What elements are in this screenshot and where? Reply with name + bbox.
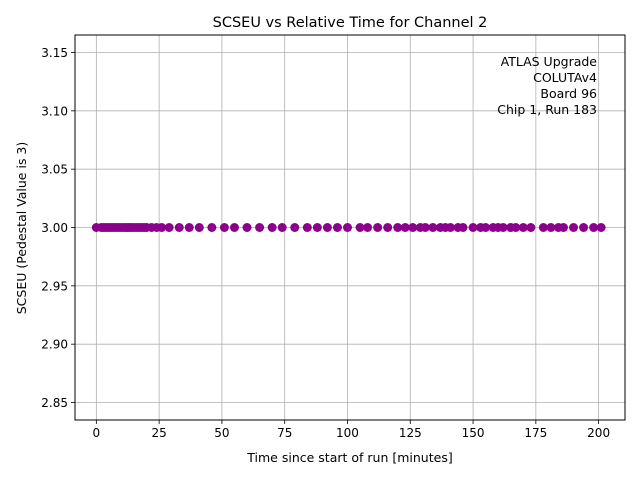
data-point <box>420 223 430 232</box>
data-point <box>400 223 410 232</box>
data-point <box>408 223 418 232</box>
data-point <box>558 223 568 232</box>
data-point <box>596 223 606 232</box>
y-tick-label: 2.90 <box>41 338 68 352</box>
data-point <box>511 223 521 232</box>
data-point <box>458 223 468 232</box>
data-point <box>207 223 217 232</box>
scatter-points <box>91 223 606 232</box>
x-tick-label: 25 <box>151 426 166 440</box>
x-tick-label: 50 <box>214 426 229 440</box>
data-point <box>363 223 373 232</box>
data-point <box>290 223 300 232</box>
data-point <box>229 223 239 232</box>
data-point <box>322 223 332 232</box>
data-point <box>302 223 312 232</box>
data-point <box>219 223 229 232</box>
y-tick-label: 2.95 <box>41 279 68 293</box>
data-point <box>255 223 265 232</box>
data-point <box>445 223 455 232</box>
x-axis-ticks: 0 25 50 75 100 125 150 175 200 <box>93 420 610 440</box>
x-tick-label: 150 <box>462 426 485 440</box>
data-point <box>589 223 599 232</box>
data-point <box>428 223 438 232</box>
data-point <box>184 223 194 232</box>
data-point <box>498 223 508 232</box>
y-axis-ticks: 2.85 2.90 2.95 3.00 3.05 3.10 3.15 <box>41 46 75 410</box>
data-point <box>481 223 491 232</box>
data-point <box>373 223 383 232</box>
data-point <box>383 223 393 232</box>
data-point <box>157 223 167 232</box>
annotation-line-2: COLUTAv4 <box>533 70 597 85</box>
data-point <box>267 223 277 232</box>
data-point <box>538 223 548 232</box>
data-point <box>312 223 322 232</box>
data-point <box>164 223 174 232</box>
data-point <box>569 223 579 232</box>
data-point <box>355 223 365 232</box>
y-tick-label: 3.15 <box>41 46 68 60</box>
x-tick-label: 125 <box>399 426 422 440</box>
annotation-line-3: Board 96 <box>540 86 597 101</box>
x-tick-label: 175 <box>524 426 547 440</box>
x-tick-label: 0 <box>93 426 101 440</box>
data-point <box>174 223 184 232</box>
x-tick-label: 200 <box>587 426 610 440</box>
data-point <box>468 223 478 232</box>
data-point <box>393 223 403 232</box>
annotation-line-4: Chip 1, Run 183 <box>497 102 597 117</box>
data-point <box>526 223 536 232</box>
data-point <box>546 223 556 232</box>
y-axis-label: SCSEU (Pedestal Value is 3) <box>14 142 29 315</box>
data-point <box>277 223 287 232</box>
x-axis-label: Time since start of run [minutes] <box>246 450 452 465</box>
data-point <box>518 223 528 232</box>
y-tick-label: 3.05 <box>41 163 68 177</box>
data-point <box>242 223 252 232</box>
annotation-line-1: ATLAS Upgrade <box>501 54 598 69</box>
y-tick-label: 2.85 <box>41 396 68 410</box>
x-tick-label: 75 <box>277 426 292 440</box>
x-tick-label: 100 <box>336 426 359 440</box>
data-point <box>194 223 204 232</box>
data-point <box>579 223 589 232</box>
y-tick-label: 3.00 <box>41 221 68 235</box>
y-tick-label: 3.10 <box>41 104 68 118</box>
annotation-box: ATLAS Upgrade COLUTAv4 Board 96 Chip 1, … <box>497 54 597 117</box>
data-point <box>332 223 342 232</box>
data-point <box>342 223 352 232</box>
chart-title: SCSEU vs Relative Time for Channel 2 <box>213 15 488 31</box>
